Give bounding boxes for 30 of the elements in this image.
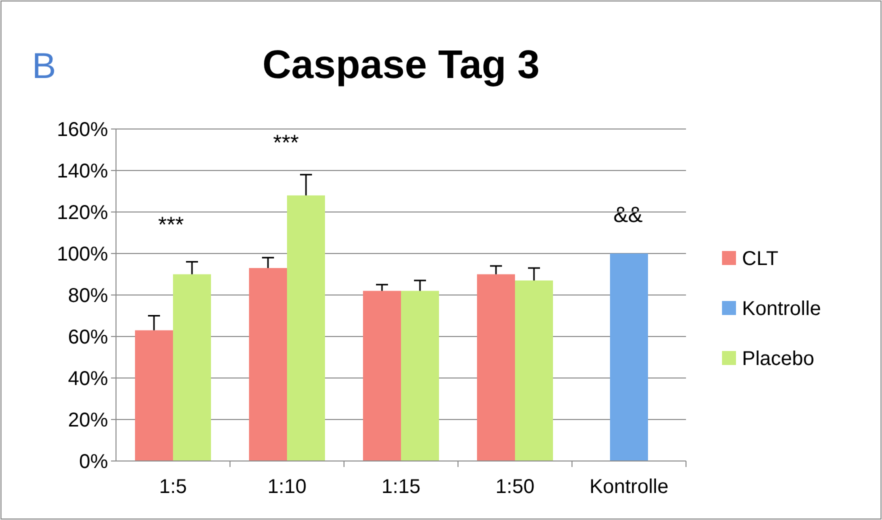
chart-title: Caspase Tag 3: [262, 43, 540, 87]
bar: [135, 330, 173, 461]
bar: [287, 195, 325, 461]
bar: [477, 274, 515, 461]
y-tick-label: 0%: [79, 451, 108, 473]
bar: [363, 290, 401, 461]
x-tick-label: 1:5: [159, 476, 187, 498]
y-tick-label: 120%: [56, 202, 108, 224]
text: B: [32, 45, 56, 86]
legend-label: Kontrolle: [742, 298, 821, 320]
bar: [249, 268, 287, 461]
bar: [610, 254, 648, 461]
y-tick-label: 160%: [56, 119, 108, 141]
y-tick-label: 20%: [68, 410, 108, 432]
x-tick-label: 1:10: [268, 476, 306, 498]
bar: [173, 274, 211, 461]
annotation: ***: [273, 130, 300, 155]
bar: [401, 290, 439, 461]
y-tick-label: 40%: [68, 368, 108, 390]
y-tick-label: 60%: [68, 326, 108, 348]
legend-label: Placebo: [742, 348, 814, 370]
y-tick-label: 80%: [68, 285, 108, 307]
y-tick-label: 140%: [56, 160, 108, 182]
annotation: ***: [158, 212, 184, 237]
y-tick-label: 100%: [56, 244, 108, 266]
bar: [515, 280, 553, 461]
x-tick-label: Kontrolle: [590, 476, 668, 498]
legend-label: CLT: [742, 248, 778, 270]
x-tick-label: 1:50: [496, 476, 534, 498]
x-tick-label: 1:15: [382, 476, 420, 498]
